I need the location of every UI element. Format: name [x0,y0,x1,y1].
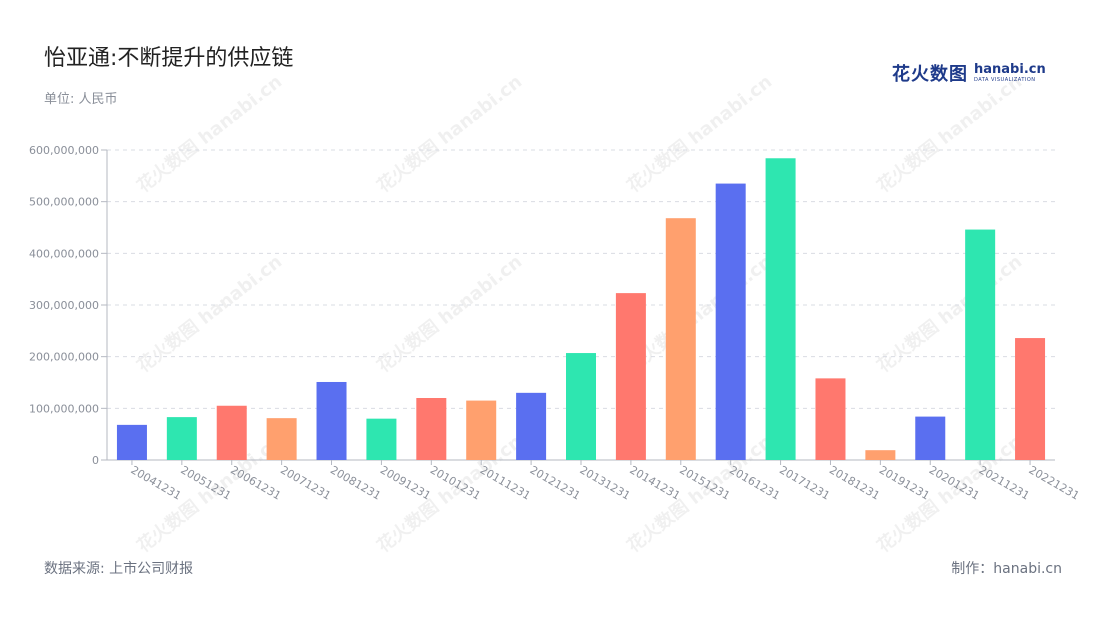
x-tick-label: 20181231 [827,463,882,502]
bar-20201231 [915,416,946,460]
x-tick-label: 20211231 [977,463,1032,502]
x-tick-label: 20081231 [328,463,383,502]
x-tick-label: 20141231 [627,463,682,502]
x-tick-label: 20221231 [1027,463,1082,502]
bar-20111231 [466,400,497,460]
bar-20141231 [615,293,646,460]
unit-label: 单位: 人民币 [44,92,118,107]
bar-20151231 [665,218,696,460]
y-tick-label: 300,000,000 [29,299,99,312]
bar-20181231 [815,378,846,460]
logo-en-sub: DATA VISUALIZATION [974,77,1036,83]
bar-20071231 [266,418,297,460]
chart-title: 怡亚通:不断提升的供应链 [44,46,294,71]
bar-20041231 [116,424,147,460]
x-tick-label: 20201231 [927,463,982,502]
data-source: 数据来源: 上市公司财报 [44,561,194,577]
credit: 制作：hanabi.cn [951,561,1062,577]
bar-20081231 [316,381,347,460]
bar-20171231 [765,158,796,460]
brand-logo: 花火数图 hanabi.cn DATA VISUALIZATION [892,60,1046,86]
bar-20091231 [366,418,397,460]
x-tick-label: 20121231 [528,463,583,502]
logo-cn-text: 花火数图 [892,64,968,85]
x-tick-label: 20051231 [178,463,233,502]
bar-20191231 [865,450,896,460]
x-tick-label: 20161231 [727,463,782,502]
x-tick-label: 20101231 [428,463,483,502]
x-tick-label: 20111231 [478,463,533,502]
x-tick-label: 20191231 [877,463,932,502]
y-tick-label: 100,000,000 [29,402,99,415]
bar-20131231 [566,353,596,460]
x-tick-label: 20041231 [128,463,183,502]
bar-20061231 [216,405,247,460]
x-tick-label: 20061231 [228,463,283,502]
y-tick-label: 500,000,000 [29,196,99,209]
bar-20221231 [1015,338,1046,460]
bar-20121231 [516,392,547,460]
bar-20161231 [715,183,746,461]
bar-20101231 [416,398,447,460]
bar-20211231 [965,229,996,460]
y-tick-label: 0 [92,454,99,467]
x-tick-label: 20071231 [278,463,333,502]
x-tick-label: 20171231 [777,463,832,502]
y-tick-label: 400,000,000 [29,247,99,260]
x-tick-label: 20131231 [578,463,633,502]
bar-20051231 [166,417,197,460]
x-tick-label: 20151231 [677,463,732,502]
logo-en-text: hanabi.cn [974,62,1046,77]
logo-en-block: hanabi.cn DATA VISUALIZATION [974,63,1046,83]
y-tick-label: 600,000,000 [29,144,99,157]
y-tick-label: 200,000,000 [29,351,99,364]
x-tick-label: 20091231 [378,463,433,502]
